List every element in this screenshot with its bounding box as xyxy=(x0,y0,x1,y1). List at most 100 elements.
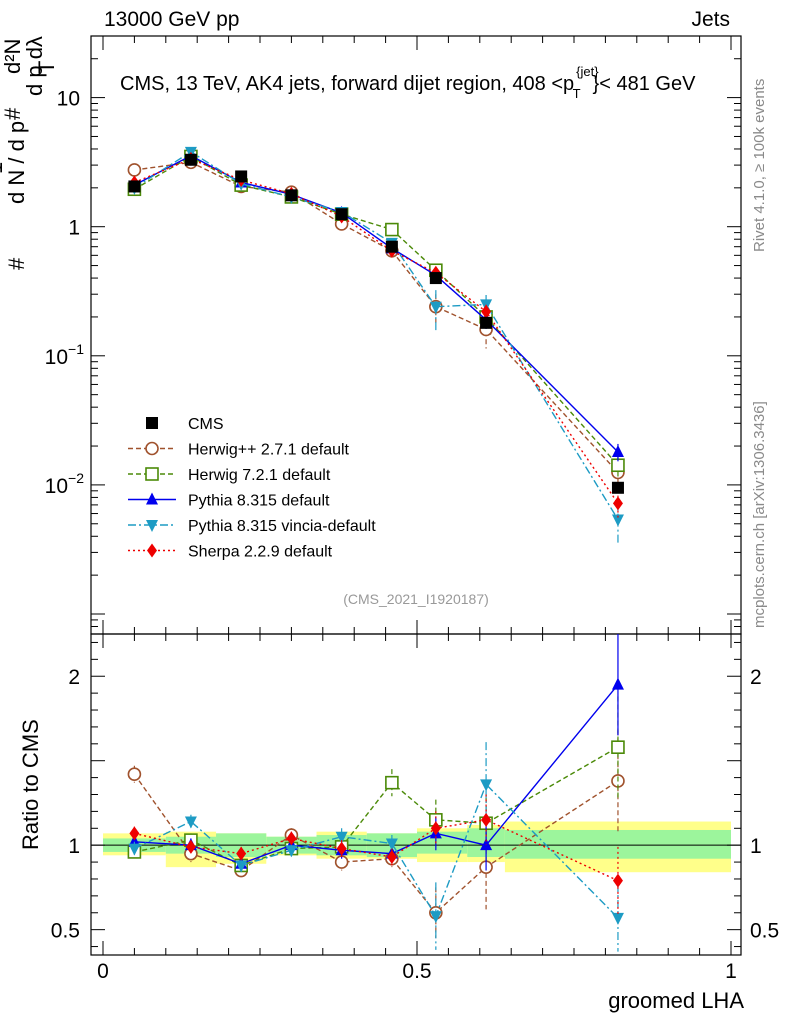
data-point xyxy=(611,481,624,494)
series-3-ratio-point xyxy=(611,912,624,925)
mcplots-label: mcplots.cern.ch [arXiv:1306.3436] xyxy=(751,401,768,628)
legend-label: Pythia 8.315 vincia-default xyxy=(188,518,376,535)
series-4-ratio-point xyxy=(336,841,347,856)
y-tick-label: 10 xyxy=(57,88,80,111)
y-title-den2: d p dλ xyxy=(22,36,47,96)
title-sup: {jet} xyxy=(576,64,599,79)
series-3-ratio-point xyxy=(429,911,442,924)
series-4-ratio-point xyxy=(386,850,397,865)
x-tick-label: 0.5 xyxy=(402,960,431,983)
series-3-ratio-point xyxy=(285,845,298,858)
series-data xyxy=(128,153,624,494)
series-4-ratio-point xyxy=(481,812,492,827)
data-point xyxy=(184,153,197,166)
legend-label: Herwig++ 2.7.1 default xyxy=(188,442,350,459)
legend-marker xyxy=(145,441,159,456)
band-inner xyxy=(504,829,731,859)
series-3-ratio-point xyxy=(235,860,248,873)
series-3-line xyxy=(134,151,619,520)
series-3-point xyxy=(429,301,442,314)
data-point xyxy=(480,316,493,329)
y-title-one: 1 xyxy=(0,162,7,174)
legend-label: Herwig 7.2.1 default xyxy=(188,467,331,484)
legend-marker xyxy=(147,543,157,558)
series-4-ratio-point xyxy=(185,839,196,854)
y-title-denominator: d N / d p xyxy=(4,121,29,204)
series-4-point xyxy=(481,304,492,319)
legend-label: CMS xyxy=(188,416,224,433)
series-1-ratio-point xyxy=(611,740,625,754)
series-4-ratio-line xyxy=(134,819,619,882)
legend-item: Herwig 7.2.1 default xyxy=(128,467,331,484)
legend-marker xyxy=(146,492,158,505)
series-4-line xyxy=(134,158,619,504)
series-1-point xyxy=(385,222,399,237)
y-tick-label: 10−1 xyxy=(45,341,85,369)
rivet-label: Rivet 4.1.0, ≥ 100k events xyxy=(751,79,768,252)
series-0-ratio-point xyxy=(127,767,142,782)
data-point xyxy=(335,208,348,221)
legend-marker xyxy=(146,520,158,532)
series-4-ratio-point xyxy=(129,826,140,841)
ratio-y-tick-label: 2 xyxy=(68,666,80,689)
data-point xyxy=(429,272,442,285)
series-4-ratio-point xyxy=(286,831,297,846)
ratio-y-title: Ratio to CMS xyxy=(18,719,43,850)
y-title-hash2: # xyxy=(0,107,25,120)
x-tick-label: 1 xyxy=(725,960,737,983)
series-layer xyxy=(127,146,625,952)
series-0-point xyxy=(127,163,142,177)
ratio-y-tick-label: 0.5 xyxy=(51,920,80,943)
series-2-ratio-point xyxy=(480,838,493,851)
axes xyxy=(90,35,742,956)
series-2-line xyxy=(134,154,619,453)
chart-title: CMS, 13 TeV, AK4 jets, forward dijet reg… xyxy=(120,64,696,101)
series-3-ratio-point xyxy=(335,831,348,844)
series-2-point xyxy=(611,444,624,457)
data-point xyxy=(128,180,141,193)
y-axis-title: # d N / d p 1 # d p dλ T d²N xyxy=(0,36,59,270)
legend-item: Pythia 8.315 vincia-default xyxy=(128,518,376,535)
analysis-reference: (CMS_2021_I1920187) xyxy=(343,591,489,607)
series-4-ratio-point xyxy=(612,873,623,888)
legend-marker xyxy=(146,417,158,429)
data-point xyxy=(385,240,398,253)
ratio-y-tick-label: 1 xyxy=(68,835,80,858)
series-4-ratio-point xyxy=(430,821,441,836)
series-4-point xyxy=(612,496,623,511)
legend-item: Herwig++ 2.7.1 default xyxy=(128,442,350,459)
series-3-ratio-point xyxy=(184,816,197,829)
series-1-ratio-point xyxy=(385,775,399,790)
x-tick-label: 0 xyxy=(97,960,109,983)
data-point xyxy=(285,189,298,202)
ratio-frame xyxy=(90,633,742,956)
title-tail: }< 481 GeV xyxy=(593,73,697,95)
labels-layer: 0 0.5 1 10 1 10−1 10−2 2 2 1 1 0.5 0.5 xyxy=(45,88,780,983)
title-sub: T xyxy=(573,86,581,101)
series-3-ratio-point xyxy=(128,843,141,856)
series-3-ratio-line xyxy=(134,783,619,919)
legend-label: Pythia 8.315 default xyxy=(188,493,330,510)
series-0-line xyxy=(134,161,619,473)
series-2 xyxy=(128,148,624,871)
ratio-y-tick-label-right: 2 xyxy=(750,666,762,689)
ratio-y-tick-label-right: 1 xyxy=(750,835,762,858)
series-3-point xyxy=(611,514,624,527)
legend: CMS Herwig++ 2.7.1 default Herwig 7.2.1 de… xyxy=(128,416,376,561)
series-3-ratio-point xyxy=(480,779,493,792)
series-0-ratio-line xyxy=(133,773,619,914)
y-title-hash: # xyxy=(4,257,29,270)
series-3-ratio-point xyxy=(385,838,398,851)
header-energy: 13000 GeV pp xyxy=(104,8,240,31)
series-1 xyxy=(127,149,625,873)
legend-item: Sherpa 2.2.9 default xyxy=(128,543,333,561)
y-tick-label: 1 xyxy=(68,217,80,240)
header-category: Jets xyxy=(691,8,730,31)
y-tick-label: 10−2 xyxy=(45,470,85,498)
legend-label: Sherpa 2.2.9 default xyxy=(188,544,333,561)
y-title-sub: T xyxy=(34,61,59,74)
ratio-y-tick-label-right: 0.5 xyxy=(750,920,779,943)
legend-item: Pythia 8.315 default xyxy=(128,492,330,510)
